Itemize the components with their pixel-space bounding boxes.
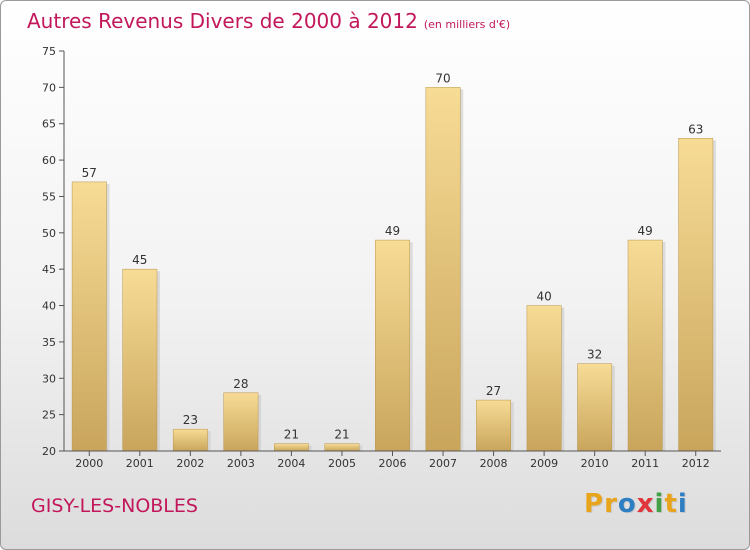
y-tick-label: 30 [42,372,56,385]
chart-title: Autres Revenus Divers de 2000 à 2012 (en … [27,9,510,33]
bar-2003 [223,392,259,452]
value-label: 32 [587,348,602,362]
value-label: 57 [82,166,97,180]
place-name: GISY-LES-NOBLES [31,495,198,517]
value-label: 45 [132,253,147,267]
x-tick-label: 2008 [480,457,508,470]
bar-2004 [273,443,309,452]
bar-2005 [324,443,360,452]
value-label: 27 [486,384,501,398]
x-tick-label: 2007 [429,457,457,470]
bar-2009 [526,305,562,452]
x-tick-label: 2009 [530,457,558,470]
y-tick-label: 35 [42,336,56,349]
x-tick-label: 2005 [328,457,356,470]
y-tick-label: 20 [42,445,56,458]
value-label: 28 [233,377,248,391]
logo-letter: t [664,489,678,519]
value-label: 70 [435,71,450,85]
logo-letter: i [677,489,688,519]
y-tick-label: 70 [42,81,56,94]
x-tick-label: 2012 [682,457,710,470]
bar-2000 [71,181,107,452]
y-tick-label: 65 [42,118,56,131]
bar-2007 [425,87,461,452]
x-tick-label: 2001 [126,457,154,470]
chart-subtitle: (en milliers d'€) [423,18,511,31]
x-tick-label: 2003 [227,457,255,470]
x-tick-label: 2004 [277,457,305,470]
value-label: 49 [638,224,653,238]
bar-2012 [678,138,714,452]
x-tick-label: 2011 [631,457,659,470]
y-tick-label: 45 [42,263,56,276]
logo-letter: r [604,489,618,519]
y-tick-label: 40 [42,300,56,313]
value-label: 21 [334,428,349,442]
value-label: 21 [284,428,299,442]
bar-2011 [627,239,663,452]
bar-2001 [122,268,158,452]
y-tick-label: 50 [42,227,56,240]
bar-2006 [375,239,410,452]
logo-letter: i [654,489,665,519]
bar-2010 [577,363,613,452]
proxiti-logo: Proxiti [584,489,688,519]
logo-letter: o [617,489,637,519]
value-label: 23 [183,413,198,427]
logo-letter: x [636,489,655,519]
x-tick-label: 2002 [176,457,204,470]
y-tick-label: 25 [42,409,56,422]
x-tick-label: 2006 [379,457,407,470]
value-label: 40 [536,290,551,304]
y-tick-label: 60 [42,154,56,167]
x-tick-label: 2010 [581,457,609,470]
y-tick-label: 55 [42,190,56,203]
value-label: 49 [385,224,400,238]
value-label: 63 [688,122,703,136]
chart-title-main: Autres Revenus Divers de 2000 à 2012 [27,9,418,33]
bar-2002 [172,428,208,452]
logo-letter: P [584,489,605,519]
y-tick-label: 75 [42,45,56,58]
x-tick-label: 2000 [75,457,103,470]
bar-2008 [476,399,512,452]
